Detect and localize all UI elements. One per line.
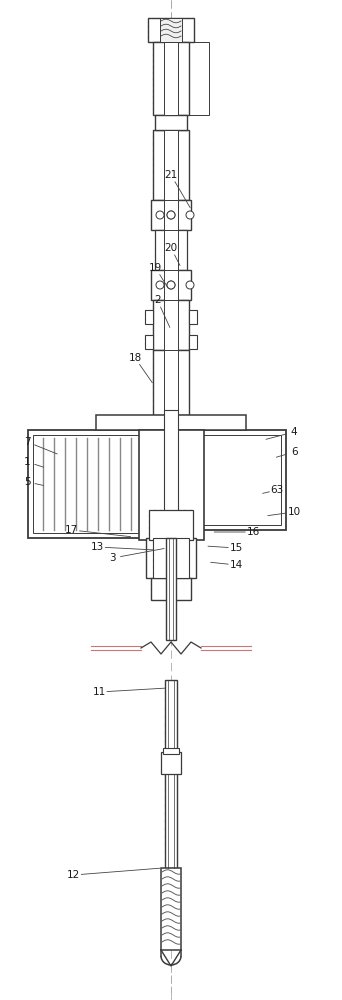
Text: 11: 11 [93, 687, 106, 697]
Bar [146, 538, 196, 578]
Circle shape [156, 211, 164, 219]
Text: 13: 13 [91, 542, 104, 552]
Bar [164, 42, 178, 115]
Bar [28, 430, 166, 538]
Bar [164, 300, 178, 350]
Text: 16: 16 [247, 527, 260, 537]
Bar [33, 435, 161, 533]
Circle shape [156, 281, 164, 289]
Bar [148, 18, 194, 42]
Bar [161, 868, 181, 950]
Text: 19: 19 [149, 263, 162, 273]
Text: 17: 17 [65, 525, 78, 535]
Bar [164, 270, 178, 300]
Bar [164, 200, 178, 230]
Circle shape [167, 281, 175, 289]
Text: 1: 1 [24, 457, 31, 467]
Text: 6: 6 [291, 447, 298, 457]
Bar [155, 230, 187, 270]
Circle shape [186, 211, 194, 219]
Text: 3: 3 [109, 553, 116, 563]
Bar [145, 335, 153, 349]
Bar [153, 42, 189, 115]
Text: 5: 5 [24, 477, 31, 487]
Bar [151, 578, 191, 600]
Bar [96, 415, 246, 430]
Bar [139, 430, 204, 540]
Bar [155, 115, 187, 130]
Bar [181, 430, 286, 530]
Bar [189, 42, 209, 115]
Bar [145, 310, 153, 324]
Circle shape [167, 211, 175, 219]
Text: 63: 63 [271, 485, 284, 495]
Bar [163, 748, 179, 754]
Text: 18: 18 [129, 353, 142, 363]
Bar [161, 752, 181, 774]
Bar [164, 130, 178, 200]
Text: 14: 14 [229, 560, 242, 570]
Text: 10: 10 [288, 507, 301, 517]
Bar [151, 270, 191, 300]
Text: 20: 20 [165, 243, 177, 253]
Bar [189, 310, 197, 324]
Circle shape [186, 281, 194, 289]
Bar [189, 335, 197, 349]
Bar [153, 300, 189, 350]
Text: 4: 4 [291, 427, 298, 437]
Bar [186, 435, 281, 525]
Bar [160, 18, 182, 42]
Circle shape [167, 281, 175, 289]
Text: 2: 2 [154, 295, 161, 305]
Text: 12: 12 [67, 870, 80, 880]
Text: 15: 15 [229, 543, 242, 553]
Bar [166, 538, 176, 640]
Bar [151, 200, 191, 230]
Text: 21: 21 [165, 170, 177, 180]
Bar [153, 130, 189, 200]
Bar [164, 350, 178, 415]
Bar [165, 680, 177, 868]
Bar [153, 350, 189, 415]
Bar [164, 410, 178, 540]
Bar [149, 510, 193, 540]
Bar [153, 538, 189, 578]
Circle shape [167, 211, 175, 219]
Text: 7: 7 [24, 437, 31, 447]
Bar [164, 230, 178, 270]
